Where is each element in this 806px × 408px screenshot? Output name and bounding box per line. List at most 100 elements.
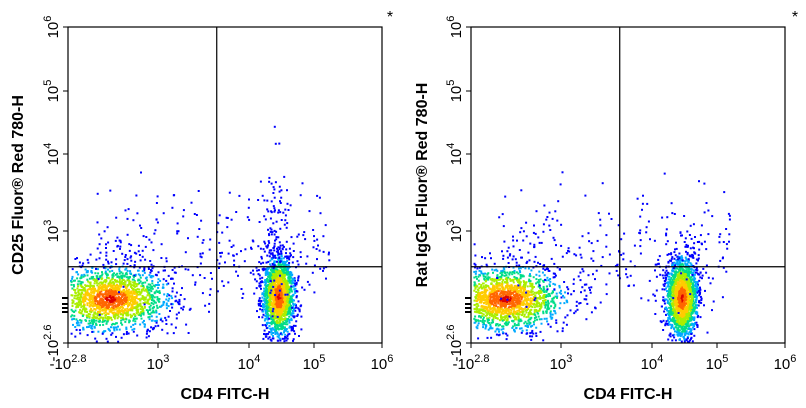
event-dot — [267, 283, 270, 286]
event-dot — [265, 270, 268, 273]
event-dot — [88, 297, 91, 300]
event-dot — [263, 333, 265, 335]
event-dot — [266, 208, 269, 211]
event-dot — [289, 295, 292, 298]
event-dot — [294, 309, 297, 312]
event-dot — [76, 296, 79, 299]
event-dot — [73, 288, 75, 291]
event-dot — [269, 263, 271, 266]
event-dot — [158, 300, 160, 303]
event-dot — [166, 332, 169, 335]
event-dot — [90, 289, 93, 292]
event-dot — [143, 325, 146, 328]
event-dot — [92, 275, 95, 278]
event-dot — [294, 332, 296, 335]
event-dot — [93, 315, 96, 318]
event-dot — [150, 311, 153, 314]
event-dot — [99, 286, 101, 289]
event-dot — [242, 292, 245, 295]
event-dot — [297, 233, 300, 236]
event-dot — [294, 306, 297, 309]
event-dot — [93, 308, 96, 310]
event-dot — [524, 307, 527, 310]
event-dot — [505, 274, 508, 277]
event-dot — [133, 251, 136, 254]
event-dot — [120, 319, 123, 322]
event-dot — [75, 306, 78, 309]
event-dot — [86, 326, 88, 329]
event-dot — [107, 316, 109, 318]
event-dot — [495, 317, 497, 319]
event-dot — [264, 272, 267, 275]
event-dot — [104, 286, 107, 289]
event-dot — [112, 307, 115, 310]
left-x-axis-title: CD4 FITC-H — [181, 386, 270, 403]
event-dot — [177, 230, 180, 233]
event-dot — [575, 304, 578, 307]
event-dot — [552, 272, 555, 275]
event-dot — [496, 274, 499, 277]
event-dot — [156, 306, 159, 309]
event-dot — [280, 264, 283, 266]
event-dot — [277, 301, 280, 304]
event-dot — [285, 287, 288, 290]
event-dot — [269, 331, 272, 334]
event-dot — [129, 265, 132, 267]
event-dot — [282, 318, 285, 321]
event-dot — [91, 324, 94, 327]
event-dot — [80, 275, 83, 278]
event-dot — [530, 325, 532, 328]
event-dot — [278, 257, 281, 259]
event-dot — [113, 292, 116, 295]
event-dot — [538, 283, 541, 286]
event-dot — [154, 301, 157, 304]
event-dot — [146, 287, 149, 290]
event-dot — [324, 224, 327, 227]
event-dot — [109, 284, 112, 287]
event-dot — [137, 313, 140, 316]
event-dot — [135, 252, 138, 255]
event-dot — [157, 297, 160, 300]
event-dot — [512, 302, 515, 305]
event-dot — [200, 219, 203, 222]
event-dot — [489, 312, 492, 315]
event-dot — [81, 314, 84, 317]
event-dot — [486, 336, 489, 339]
event-dot — [115, 292, 118, 295]
event-dot — [109, 287, 111, 290]
event-dot — [509, 279, 512, 282]
event-dot — [139, 293, 142, 296]
event-dot — [157, 284, 160, 286]
event-dot — [581, 286, 584, 289]
event-dot — [590, 311, 593, 314]
event-dot — [149, 308, 152, 311]
event-dot — [114, 273, 117, 276]
event-dot — [108, 316, 111, 319]
event-dot — [478, 287, 481, 290]
event-dot — [271, 270, 274, 273]
event-dot — [92, 284, 95, 287]
left-y-axis-title: CD25 Fluor® Red 780-H — [10, 95, 27, 275]
event-dot — [286, 289, 288, 292]
event-dot — [221, 251, 223, 254]
event-dot — [538, 292, 540, 295]
event-dot — [477, 319, 480, 322]
event-dot — [105, 322, 108, 325]
event-dot — [517, 322, 520, 325]
event-dot — [115, 335, 117, 338]
event-dot — [294, 290, 297, 293]
event-dot — [281, 337, 284, 340]
event-dot — [105, 337, 108, 340]
event-dot — [283, 284, 286, 287]
event-dot — [271, 312, 274, 315]
event-dot — [554, 295, 557, 298]
event-dot — [512, 266, 515, 269]
event-dot — [482, 274, 485, 277]
event-dot — [243, 260, 246, 263]
event-dot — [285, 304, 288, 307]
event-dot — [252, 269, 254, 272]
event-dot — [265, 284, 268, 287]
event-dot — [272, 205, 275, 208]
event-dot — [115, 306, 118, 309]
event-dot — [114, 298, 117, 301]
